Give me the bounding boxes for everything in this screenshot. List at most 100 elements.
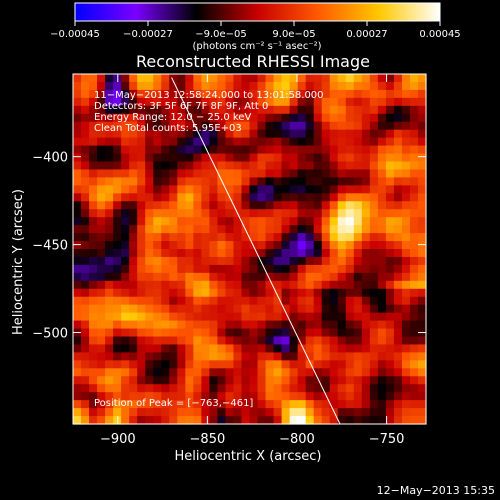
- heatmap-cell: [137, 153, 146, 163]
- heatmap-cell: [257, 296, 267, 306]
- heatmap-cell: [353, 288, 363, 298]
- heatmap-cell: [161, 153, 170, 163]
- heatmap-cell: [97, 81, 106, 91]
- heatmap-cell: [353, 312, 363, 322]
- heatmap-cell: [377, 113, 387, 123]
- heatmap-cell: [297, 113, 307, 123]
- heatmap-cell: [313, 376, 323, 385]
- heatmap-cell: [129, 217, 138, 226]
- heatmap-cell: [417, 376, 427, 385]
- heatmap-cell: [177, 233, 186, 242]
- heatmap-cell: [161, 352, 170, 361]
- heatmap-cell: [217, 185, 227, 194]
- heatmap-cell: [249, 360, 259, 369]
- heatmap-cell: [297, 400, 307, 409]
- heatmap-cell: [121, 264, 130, 274]
- heatmap-cell: [377, 249, 387, 258]
- heatmap-cell: [249, 400, 259, 409]
- heatmap-cell: [113, 81, 122, 91]
- heatmap-cell: [113, 336, 122, 346]
- heatmap-cell: [377, 193, 387, 202]
- heatmap-cell: [257, 241, 267, 250]
- heatmap-cell: [193, 264, 202, 274]
- heatmap-cell: [97, 376, 106, 385]
- heatmap-cell: [321, 336, 331, 346]
- heatmap-cell: [129, 193, 138, 202]
- heatmap-cell: [345, 185, 355, 194]
- heatmap-cell: [177, 129, 186, 139]
- heatmap-cell: [225, 344, 235, 353]
- heatmap-cell: [201, 376, 210, 385]
- heatmap-cell: [233, 264, 243, 274]
- heatmap-cell: [369, 368, 379, 377]
- heatmap-cell: [321, 384, 331, 393]
- heatmap-cell: [193, 105, 202, 115]
- heatmap-cell: [105, 193, 114, 202]
- heatmap-cell: [217, 320, 227, 330]
- heatmap-cell: [81, 145, 90, 155]
- heatmap-cell: [257, 344, 267, 353]
- heatmap-cell: [121, 209, 130, 218]
- heatmap-cell: [321, 233, 331, 242]
- heatmap-cell: [321, 169, 331, 178]
- heatmap-cell: [129, 280, 138, 290]
- heatmap-cell: [97, 193, 106, 202]
- heatmap-cell: [73, 97, 82, 107]
- heatmap-cell: [193, 113, 202, 123]
- heatmap-cell: [185, 177, 194, 186]
- heatmap-cell: [89, 264, 98, 274]
- heatmap-cell: [225, 392, 235, 401]
- heatmap-cell: [345, 376, 355, 385]
- heatmap-cell: [113, 217, 122, 226]
- heatmap-cell: [321, 209, 331, 218]
- heatmap-cell: [153, 312, 162, 322]
- heatmap-cell: [393, 408, 403, 417]
- footer-date: 12−May−2013 15:35: [377, 484, 495, 497]
- heatmap-cell: [353, 193, 363, 202]
- heatmap-cell: [113, 129, 122, 139]
- heatmap-cell: [105, 89, 114, 99]
- heatmap-cell: [297, 81, 307, 91]
- heatmap-cell: [233, 392, 243, 401]
- heatmap-cell: [265, 392, 275, 401]
- heatmap-cell: [193, 185, 202, 194]
- heatmap-cell: [385, 416, 395, 425]
- heatmap-cell: [217, 74, 227, 83]
- heatmap-cell: [337, 121, 347, 131]
- heatmap-cell: [153, 256, 162, 266]
- heatmap-cell: [321, 328, 331, 338]
- heatmap-cell: [337, 74, 347, 83]
- heatmap-cell: [153, 129, 162, 139]
- heatmap-cell: [201, 105, 210, 115]
- heatmap-cell: [297, 360, 307, 369]
- heatmap-cell: [161, 416, 170, 425]
- heatmap-cell: [185, 169, 194, 178]
- heatmap-cell: [369, 89, 379, 99]
- heatmap-cell: [105, 81, 114, 91]
- heatmap-cell: [297, 392, 307, 401]
- heatmap-cell: [345, 97, 355, 107]
- heatmap-cell: [81, 113, 90, 123]
- heatmap-cell: [289, 201, 299, 210]
- heatmap-cell: [233, 336, 243, 346]
- heatmap-cell: [177, 105, 186, 115]
- heatmap-cell: [337, 312, 347, 322]
- heatmap-cell: [97, 360, 106, 369]
- heatmap-cell: [97, 352, 106, 361]
- heatmap-cell: [257, 233, 267, 242]
- heatmap-cell: [329, 193, 339, 202]
- heatmap-cell: [89, 352, 98, 361]
- heatmap-cell: [241, 320, 251, 330]
- heatmap-cell: [281, 233, 291, 242]
- heatmap-cell: [81, 320, 90, 330]
- heatmap-cell: [401, 241, 411, 250]
- heatmap-cell: [145, 201, 154, 210]
- heatmap-cell: [257, 280, 267, 290]
- heatmap-cell: [105, 201, 114, 210]
- heatmap-cell: [89, 145, 98, 155]
- heatmap-cell: [257, 264, 267, 274]
- heatmap-cell: [89, 256, 98, 266]
- heatmap-cell: [217, 392, 227, 401]
- heatmap-cell: [409, 400, 419, 409]
- heatmap-cell: [137, 217, 146, 226]
